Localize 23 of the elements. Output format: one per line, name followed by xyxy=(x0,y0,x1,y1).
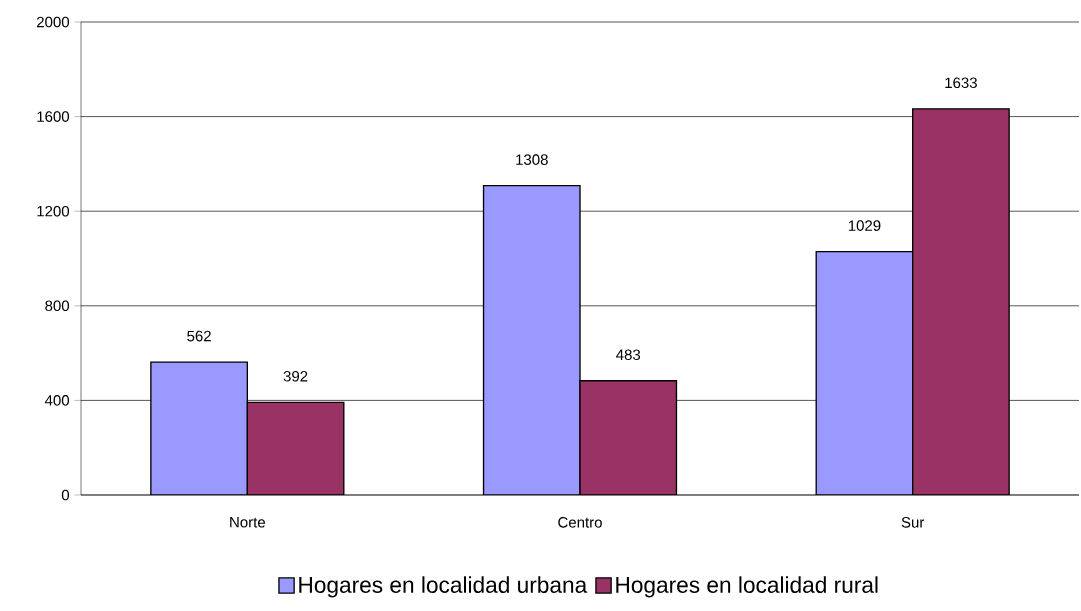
bar xyxy=(912,108,1010,495)
x-tick-label: Sur xyxy=(901,517,925,528)
data-label: 1308 xyxy=(516,154,548,165)
x-tick-label: Centro xyxy=(558,517,602,528)
bar xyxy=(246,401,345,495)
y-tick-label: 1200 xyxy=(37,205,70,217)
y-tick-label: 800 xyxy=(45,300,70,312)
y-tick-label: 400 xyxy=(44,395,70,406)
data-label: 1633 xyxy=(945,77,977,89)
y-tick-label: 1600 xyxy=(37,111,70,122)
data-label: 483 xyxy=(616,349,641,361)
bar xyxy=(815,250,914,495)
y-tick-label: 0 xyxy=(61,489,70,501)
bar xyxy=(150,361,249,495)
legend-label: Hogares en localidad urbana xyxy=(299,576,588,598)
legend-label: Hogares en localidad rural xyxy=(616,576,878,598)
y-tick-label: 2000 xyxy=(37,16,70,28)
bar xyxy=(482,184,581,495)
data-label: 392 xyxy=(283,370,308,382)
data-label: 1029 xyxy=(848,220,881,231)
x-tick-label: Norte xyxy=(230,517,266,528)
bar xyxy=(579,380,678,495)
data-label: 562 xyxy=(187,330,211,342)
